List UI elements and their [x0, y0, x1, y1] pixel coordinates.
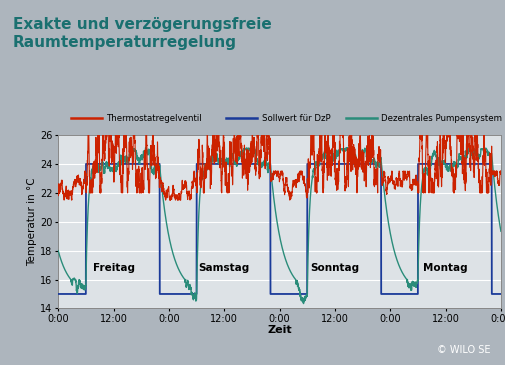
Text: Sollwert für DzP: Sollwert für DzP — [262, 114, 330, 123]
Text: Samstag: Samstag — [198, 263, 249, 273]
Y-axis label: Temperatur in °C: Temperatur in °C — [27, 177, 37, 266]
Text: Freitag: Freitag — [92, 263, 134, 273]
Text: Exakte und verzögerungsfreie
Raumtemperaturregelung: Exakte und verzögerungsfreie Raumtempera… — [13, 16, 271, 50]
Text: © WILO SE: © WILO SE — [436, 345, 490, 355]
Text: Dezentrales Pumpensystem: Dezentrales Pumpensystem — [381, 114, 501, 123]
Text: Montag: Montag — [423, 263, 467, 273]
Text: Thermostatregelventil: Thermostatregelventil — [107, 114, 202, 123]
X-axis label: Zeit: Zeit — [267, 325, 291, 335]
Text: Sonntag: Sonntag — [310, 263, 359, 273]
